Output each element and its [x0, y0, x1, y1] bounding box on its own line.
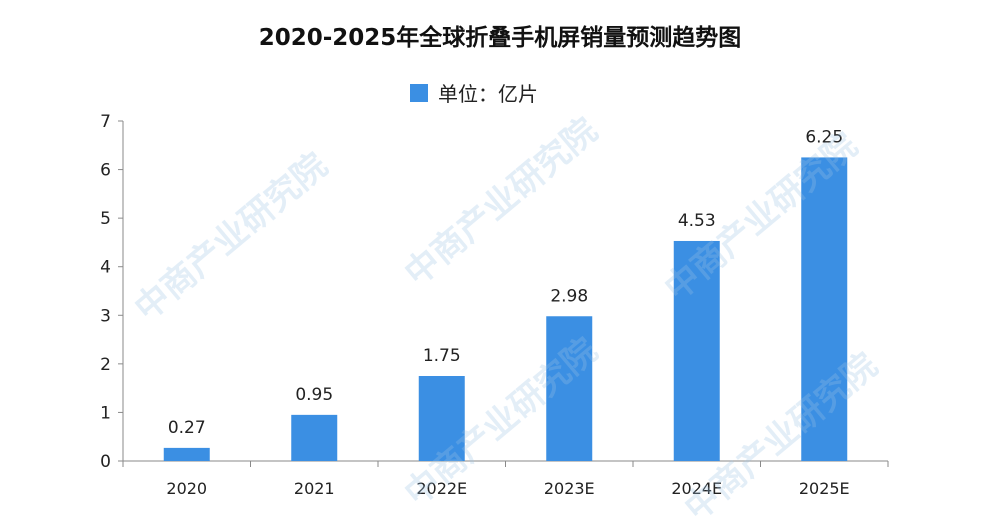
x-tick-label: 2021: [294, 479, 335, 498]
bar-chart-plot: 0 1 2 3 4 5 6 7 0.27 2020 0.95 2021 1.75 2022E 2.98 202…: [100, 112, 889, 498]
bar: [418, 376, 465, 461]
bar: [546, 316, 593, 461]
data-label: 4.53: [678, 211, 716, 231]
data-label: 0.27: [168, 418, 206, 438]
legend-label: 单位：亿片: [438, 82, 538, 106]
chart-title: 2020-2025年全球折叠手机屏销量预测趋势图: [258, 25, 742, 51]
y-tick-label: 0: [100, 452, 111, 472]
y-tick-label: 5: [100, 209, 111, 229]
data-label: 2.98: [550, 286, 588, 306]
data-label: 6.25: [805, 127, 843, 147]
x-tick-label: 2025E: [799, 479, 850, 498]
y-tick-label: 6: [100, 161, 111, 181]
x-tick-label: 2023E: [544, 479, 595, 498]
y-tick-label: 4: [100, 258, 111, 278]
y-tick-label: 1: [100, 403, 111, 423]
y-tick-label: 3: [100, 306, 111, 326]
x-tick-label: 2024E: [671, 479, 722, 498]
bar: [291, 414, 338, 461]
data-label: 0.95: [295, 385, 333, 405]
bar: [163, 447, 210, 461]
y-tick-label: 2: [100, 355, 111, 375]
x-tick-label: 2022E: [416, 479, 467, 498]
bar: [673, 240, 720, 461]
legend: 单位：亿片: [410, 78, 538, 107]
legend-swatch: [410, 83, 428, 102]
y-tick-label: 7: [100, 112, 111, 132]
bar: [801, 157, 848, 461]
data-label: 1.75: [423, 346, 461, 366]
x-tick-label: 2020: [166, 479, 207, 498]
